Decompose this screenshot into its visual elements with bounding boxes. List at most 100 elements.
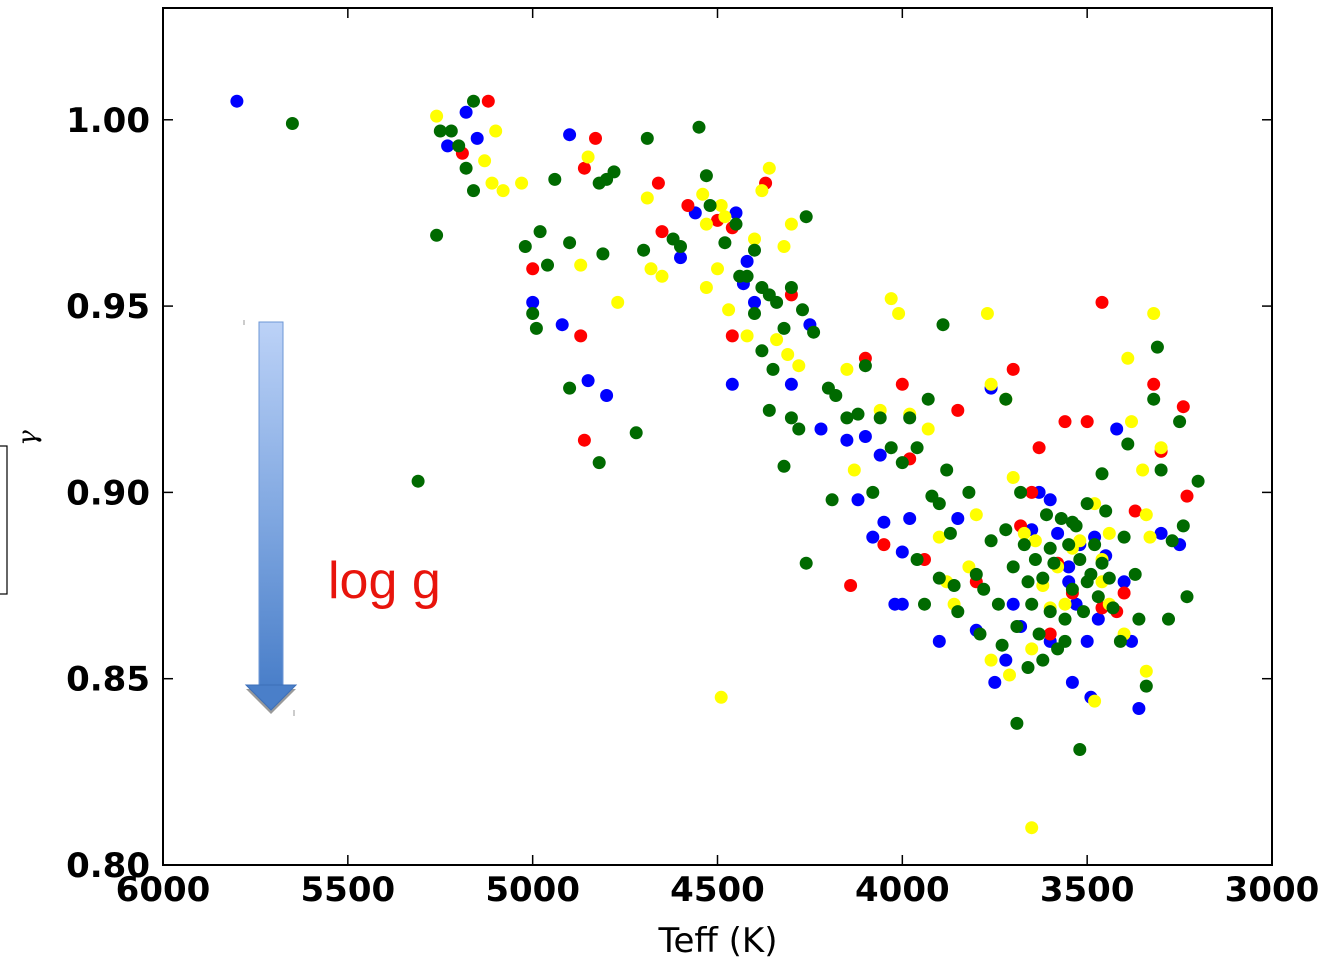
data-point	[1080, 497, 1094, 511]
data-point	[444, 124, 458, 138]
data-point	[1080, 575, 1094, 589]
data-point	[674, 240, 687, 253]
data-point	[1073, 553, 1087, 566]
data-point	[999, 392, 1013, 406]
data-point	[699, 169, 713, 183]
data-point	[1036, 653, 1050, 667]
data-point	[644, 262, 658, 276]
data-point	[784, 217, 798, 231]
data-point	[840, 433, 854, 447]
data-point	[921, 422, 935, 436]
data-point	[1117, 530, 1131, 544]
data-point	[755, 184, 769, 198]
data-point	[230, 94, 244, 108]
data-points	[230, 94, 1205, 835]
data-point	[984, 653, 998, 667]
data-point	[1054, 512, 1068, 525]
x-tick-label: 3000	[1225, 870, 1320, 910]
data-point	[895, 597, 909, 611]
data-point	[784, 377, 798, 391]
data-point	[1147, 377, 1161, 391]
data-point	[1051, 526, 1065, 540]
data-point	[1017, 526, 1031, 540]
data-point	[1028, 534, 1042, 548]
data-point	[910, 441, 924, 455]
data-point	[489, 124, 503, 138]
data-point	[932, 571, 946, 585]
data-point	[792, 359, 806, 373]
data-point	[973, 627, 987, 641]
data-point	[792, 422, 806, 436]
data-point	[781, 348, 795, 361]
x-tick-labels: 6000 5500 5000 4500 4000 3500 3000	[116, 870, 1320, 910]
data-point	[762, 161, 776, 175]
data-point	[840, 411, 854, 425]
data-point	[637, 243, 651, 257]
data-point	[947, 579, 961, 592]
data-point	[1058, 612, 1072, 626]
data-point	[1073, 743, 1087, 756]
data-point	[467, 94, 480, 108]
data-point	[962, 485, 976, 499]
data-point	[515, 176, 529, 190]
data-point	[478, 154, 492, 168]
y-axis-label: γ	[13, 430, 43, 446]
data-point	[1021, 575, 1035, 589]
data-point	[600, 389, 614, 402]
data-point	[430, 228, 444, 242]
data-point	[681, 199, 695, 212]
data-point	[729, 206, 743, 220]
data-point	[1117, 586, 1131, 600]
data-point	[596, 247, 610, 261]
data-point	[903, 411, 917, 425]
data-point	[459, 105, 473, 119]
data-point	[1043, 605, 1057, 619]
data-point	[1139, 508, 1153, 522]
data-point	[1136, 463, 1150, 477]
data-point	[589, 131, 602, 145]
data-point	[592, 176, 606, 190]
data-point	[467, 184, 480, 198]
data-point	[1017, 538, 1031, 552]
data-point	[674, 251, 687, 265]
data-point	[999, 523, 1013, 537]
data-point	[703, 199, 717, 212]
data-point	[640, 191, 654, 205]
data-point	[858, 359, 872, 373]
data-point	[411, 474, 425, 488]
data-point	[1154, 463, 1168, 477]
data-point	[1180, 489, 1194, 503]
x-tick-label: 4000	[855, 870, 950, 910]
data-point	[699, 281, 713, 294]
data-point	[729, 217, 743, 231]
data-point	[711, 262, 724, 276]
data-point	[777, 240, 791, 253]
data-point	[1143, 530, 1157, 544]
data-point	[1102, 571, 1116, 585]
data-point	[1139, 679, 1153, 693]
data-point	[995, 638, 1009, 652]
data-point	[1065, 582, 1079, 596]
data-point	[1025, 821, 1039, 835]
data-point	[651, 176, 665, 190]
data-point	[529, 321, 543, 335]
data-point	[526, 262, 540, 276]
data-point	[755, 344, 769, 358]
data-point	[895, 456, 909, 470]
data-point	[1139, 664, 1153, 678]
data-point	[777, 321, 791, 335]
data-point	[1121, 437, 1135, 451]
data-point	[784, 281, 798, 294]
data-point	[1147, 307, 1161, 320]
data-point	[1132, 702, 1146, 715]
data-point	[748, 243, 761, 257]
data-point	[770, 333, 784, 347]
data-point	[943, 526, 957, 540]
y-tick-label: 0.85	[66, 660, 150, 700]
data-point	[1010, 716, 1024, 730]
data-point	[851, 493, 865, 507]
data-point	[611, 295, 625, 309]
data-point	[784, 411, 798, 425]
x-axis-label: Teff (K)	[658, 921, 778, 959]
data-point	[1117, 575, 1131, 589]
